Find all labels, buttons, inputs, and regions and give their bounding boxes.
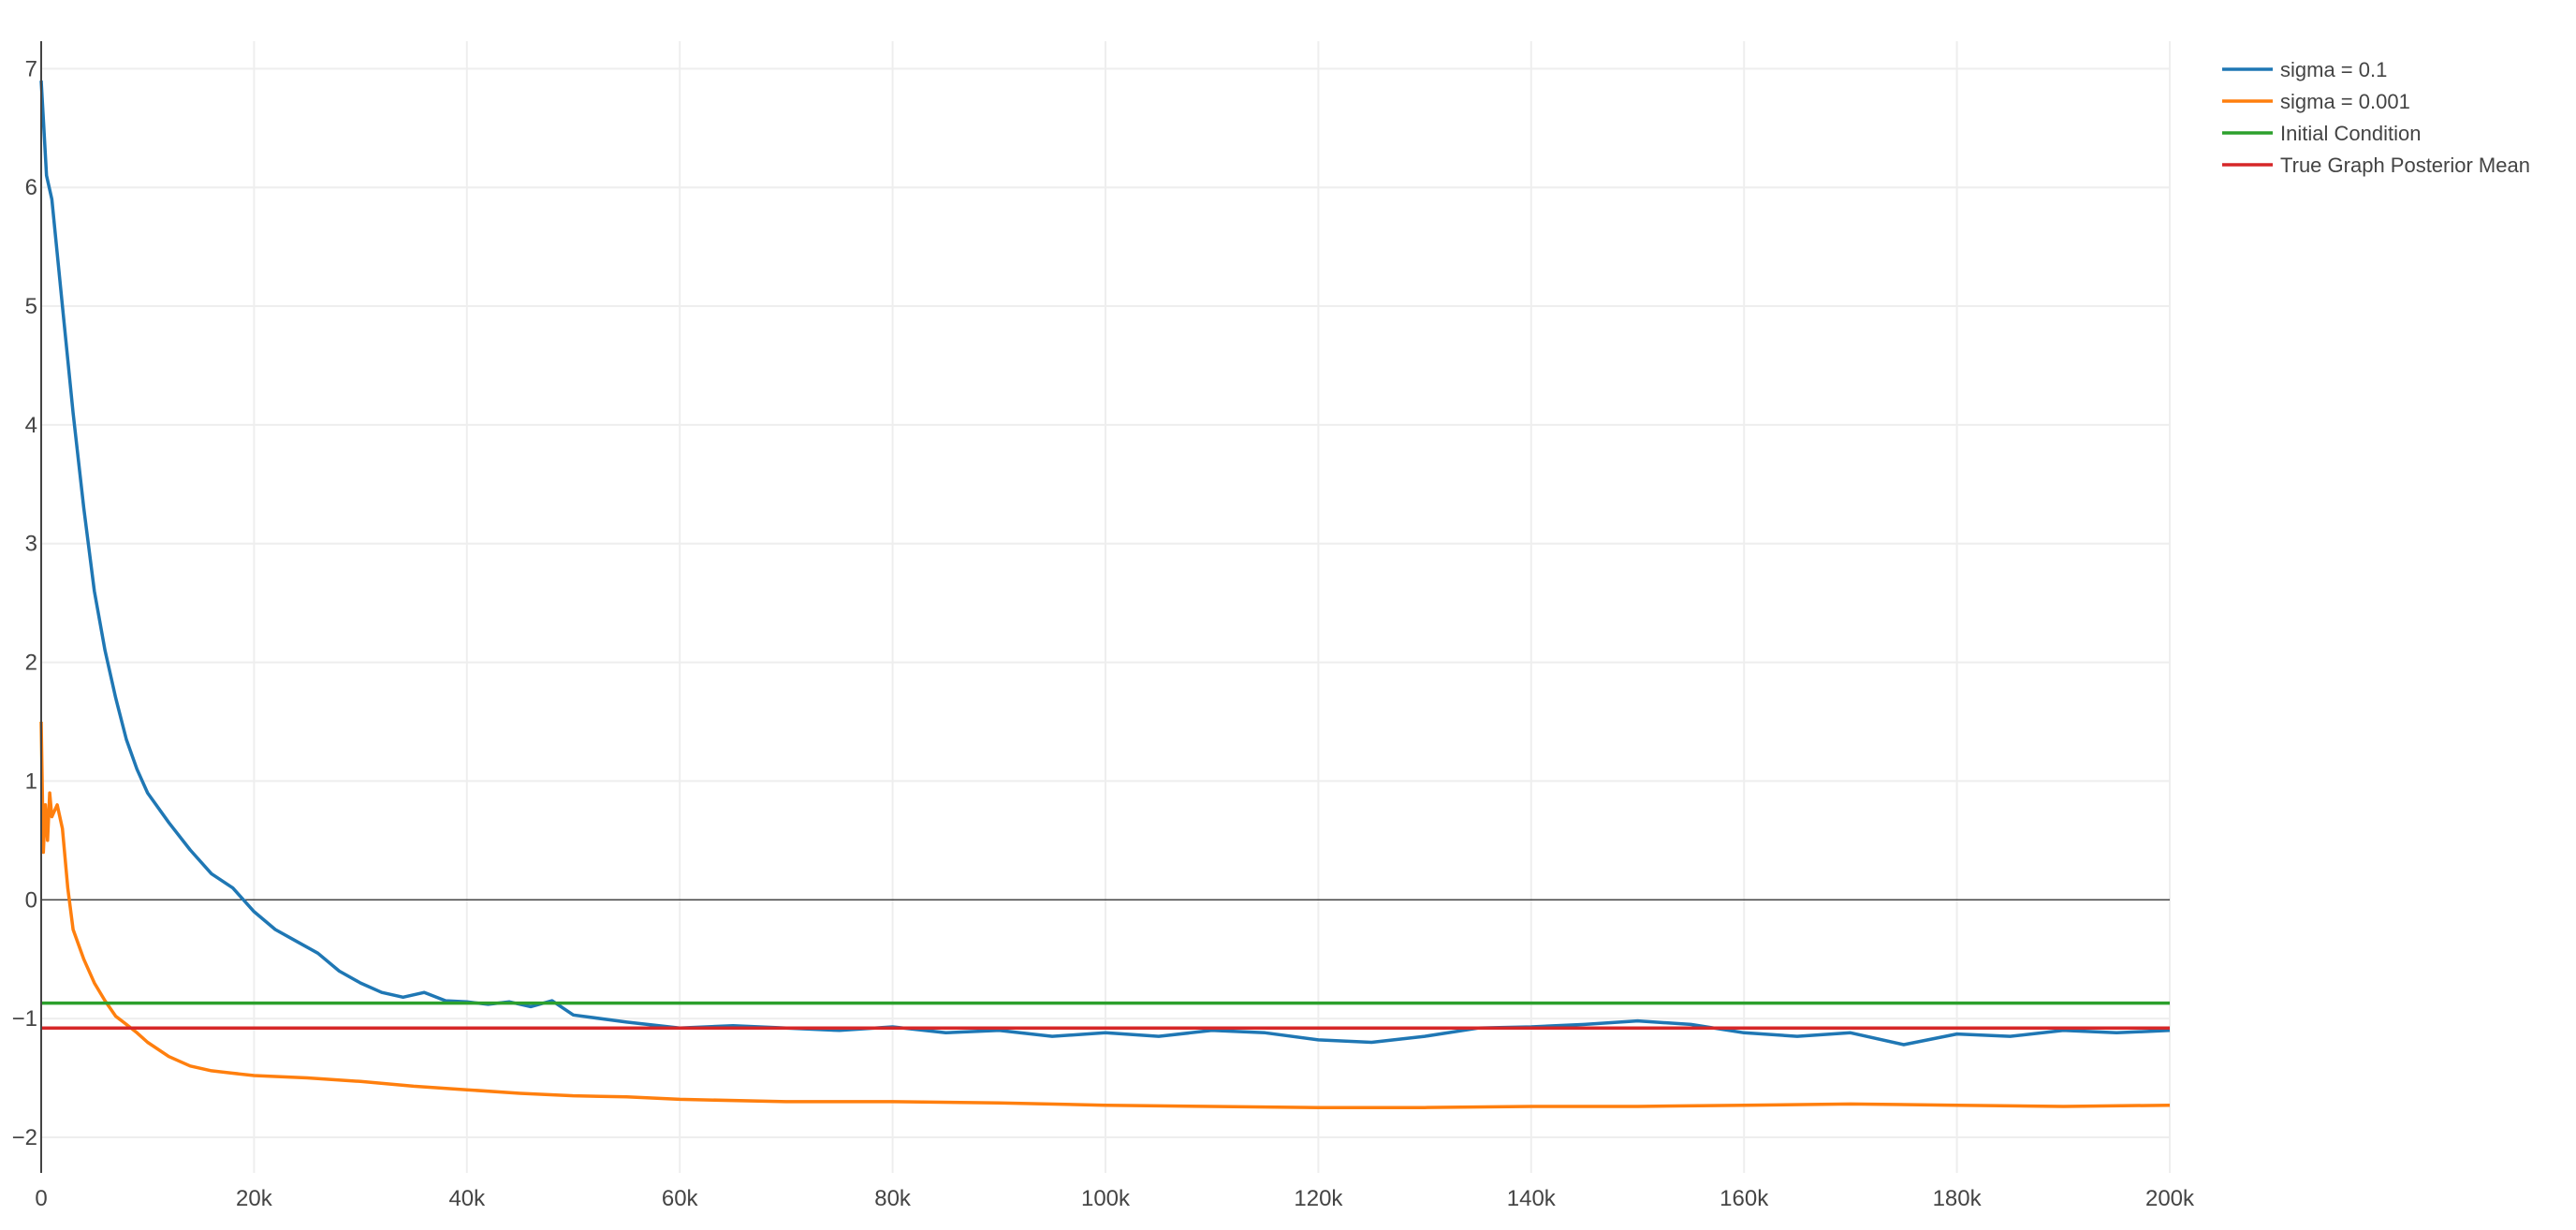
- y-tick-label: 4: [25, 413, 37, 438]
- y-tick-label: 1: [25, 769, 37, 794]
- legend-label: sigma = 0.1: [2280, 58, 2387, 81]
- legend-item[interactable]: True Graph Posterior Mean: [2222, 154, 2530, 177]
- series-line-1: [39, 81, 2171, 1047]
- legend-item[interactable]: sigma = 0.001: [2222, 90, 2410, 113]
- x-tick-label: 160k: [1720, 1186, 1769, 1211]
- x-tick-label: 20k: [236, 1186, 273, 1211]
- y-tick-label: 0: [25, 887, 37, 913]
- x-tick-label: 140k: [1507, 1186, 1557, 1211]
- legend-label: Initial Condition: [2280, 122, 2421, 145]
- y-tick-label: 7: [25, 56, 37, 81]
- x-tick-label: 180k: [1933, 1186, 1983, 1211]
- y-tick-label: 6: [25, 175, 37, 200]
- grid-lines: [41, 41, 2171, 1173]
- legend-item[interactable]: sigma = 0.1: [2222, 58, 2387, 81]
- x-tick-label: 0: [35, 1186, 47, 1211]
- y-tick-label: −2: [12, 1125, 37, 1150]
- y-tick-label: −1: [12, 1006, 37, 1032]
- legend-item[interactable]: Initial Condition: [2222, 122, 2421, 145]
- y-tick-label: 3: [25, 532, 37, 557]
- y-tick-label: 5: [25, 294, 37, 319]
- y-axis-ticks: −2 −1 0 1 2 3 4 5 6 7: [12, 56, 37, 1150]
- x-tick-label: 120k: [1294, 1186, 1343, 1211]
- y-tick-label: 2: [25, 651, 37, 676]
- x-tick-label: 200k: [2145, 1186, 2195, 1211]
- x-tick-label: 80k: [874, 1186, 912, 1211]
- legend-label: True Graph Posterior Mean: [2280, 154, 2530, 177]
- x-tick-label: 40k: [448, 1186, 486, 1211]
- x-tick-label: 60k: [662, 1186, 699, 1211]
- x-axis-ticks: 0 20k 40k 60k 80k 100k 120k 140k 160k 180k 200k: [35, 1186, 2195, 1211]
- legend-label: sigma = 0.001: [2280, 90, 2410, 113]
- series-line-2: [39, 721, 2171, 1109]
- series-lines: [39, 81, 2171, 1109]
- legend[interactable]: sigma = 0.1 sigma = 0.001 Initial Conditio…: [2222, 58, 2530, 177]
- x-tick-label: 100k: [1081, 1186, 1131, 1211]
